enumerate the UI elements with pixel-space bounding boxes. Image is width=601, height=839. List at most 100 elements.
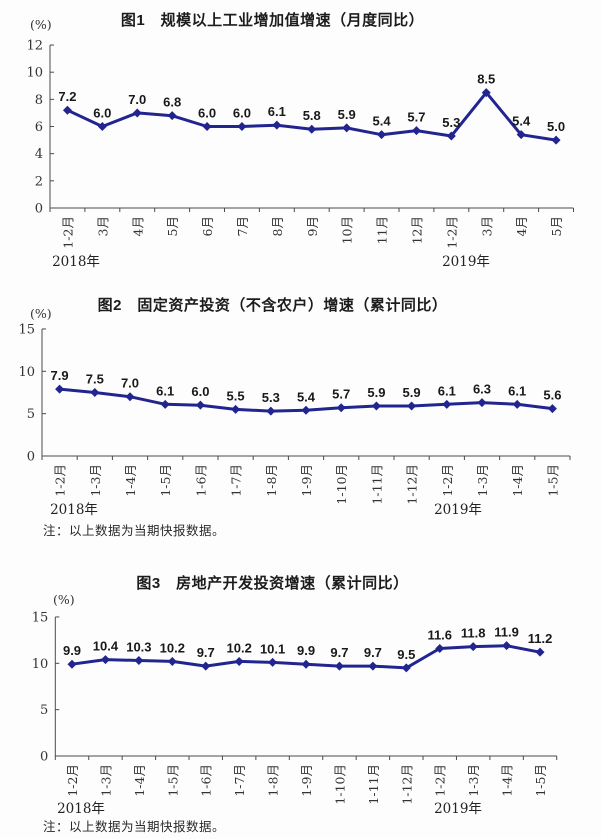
x-category-label: 3月 — [479, 216, 494, 236]
data-point-value-label: 7.0 — [128, 92, 146, 107]
data-point-value-label: 5.8 — [303, 108, 321, 123]
y-tick-label: 6 — [35, 120, 43, 135]
chart3-note: 注：以上数据为当期快报数据。 — [43, 819, 226, 834]
x-category-label: 1-7月 — [229, 464, 244, 497]
y-tick-label: 5 — [27, 407, 35, 422]
data-point-marker — [377, 130, 387, 140]
chart2-plot-area: 0 5 10 15 1-2月 1-3月 1-4月 1-5月 1-6月 1-7月 1-8月 1-9月 1-… — [18, 322, 571, 518]
data-point-value-label: 11.9 — [494, 625, 519, 640]
data-point-value-label: 5.0 — [547, 119, 565, 134]
data-point-value-label: 10.3 — [126, 640, 151, 655]
data-point-marker — [468, 642, 478, 652]
data-point-value-label: 5.9 — [403, 385, 421, 400]
data-point-marker — [268, 657, 278, 667]
y-tick-label: 0 — [40, 750, 48, 765]
data-point-value-label: 5.7 — [407, 110, 425, 125]
data-point-marker — [237, 122, 247, 132]
x-category-label: 1-11月 — [369, 464, 384, 505]
data-point-value-label: 7.2 — [58, 89, 76, 104]
chart3-unit-label: (%) — [53, 592, 75, 607]
x-category-label: 1-3月 — [475, 464, 490, 497]
chart2-unit-label: (%) — [30, 306, 52, 321]
data-point-value-label: 5.3 — [262, 390, 280, 405]
data-point-marker — [307, 124, 317, 134]
data-point-marker — [167, 656, 177, 666]
data-point-marker — [535, 647, 545, 657]
x-category-label: 9月 — [305, 216, 320, 236]
data-point-marker — [132, 108, 142, 118]
data-point-marker — [477, 398, 487, 408]
x-category-label: 1-12月 — [405, 464, 420, 505]
x-category-label: 1-3月 — [466, 764, 481, 797]
data-point-marker — [551, 135, 561, 145]
data-point-value-label: 6.1 — [508, 383, 526, 398]
data-point-marker — [334, 661, 344, 671]
x-category-label: 1-9月 — [299, 764, 314, 797]
data-point-value-label: 6.8 — [163, 95, 181, 110]
data-point-value-label: 5.9 — [367, 385, 385, 400]
year-label: 2019年 — [434, 502, 482, 518]
x-category-label: 1-6月 — [193, 464, 208, 497]
y-tick-label: 10 — [32, 657, 49, 672]
data-point-value-label: 9.7 — [197, 645, 215, 660]
data-point-value-label: 11.6 — [427, 627, 452, 642]
data-point-marker — [272, 120, 282, 130]
x-category-label: 1-10月 — [332, 764, 347, 805]
data-point-value-label: 7.0 — [121, 376, 139, 391]
x-category-label: 1-12月 — [399, 764, 414, 805]
data-point-marker — [62, 105, 72, 115]
y-tick-label: 15 — [18, 322, 35, 337]
x-category-label: 1-2月 — [444, 216, 459, 249]
data-point-marker — [55, 384, 65, 394]
y-tick-label: 15 — [32, 610, 49, 625]
x-category-label: 1-2月 — [53, 464, 68, 497]
data-point-value-label: 6.1 — [438, 383, 456, 398]
data-point-value-label: 9.5 — [397, 647, 415, 662]
data-point-value-label: 5.4 — [512, 114, 531, 129]
data-point-marker — [371, 401, 381, 411]
data-point-marker — [442, 399, 452, 409]
data-point-marker — [301, 659, 311, 669]
x-category-label: 5月 — [165, 216, 180, 236]
data-point-marker — [100, 655, 110, 665]
x-category-label: 6月 — [200, 216, 215, 236]
data-point-marker — [97, 122, 107, 132]
data-point-value-label: 11.8 — [461, 626, 486, 641]
data-point-value-label: 5.4 — [373, 114, 392, 129]
data-point-marker — [202, 122, 212, 132]
year-label: 2018年 — [50, 502, 98, 518]
x-category-label: 1-5月 — [545, 464, 560, 497]
data-point-value-label: 5.6 — [543, 388, 561, 403]
y-tick-label: 5 — [40, 703, 48, 718]
data-point-marker — [201, 661, 211, 671]
data-point-marker — [125, 392, 135, 402]
data-point-value-label: 6.0 — [191, 384, 209, 399]
data-point-value-label: 5.3 — [442, 115, 460, 130]
data-point-value-label: 5.9 — [338, 107, 356, 122]
data-point-value-label: 9.9 — [297, 643, 315, 658]
data-point-marker — [195, 400, 205, 410]
x-category-label: 1-3月 — [88, 464, 103, 497]
x-category-label: 1-8月 — [264, 464, 279, 497]
chart1-title: 图1 规模以上工业增加值增速（月度同比） — [120, 12, 425, 29]
y-tick-label: 12 — [26, 39, 43, 54]
x-category-label: 10月 — [340, 216, 355, 244]
data-point-value-label: 9.9 — [63, 643, 81, 658]
chart2-title: 图2 固定资产投资（不含农户）增速（累计同比） — [97, 297, 448, 314]
year-label: 2019年 — [442, 254, 490, 270]
data-point-marker — [266, 406, 276, 416]
data-point-marker — [368, 661, 378, 671]
data-point-marker — [67, 659, 77, 669]
chart3-title: 图3 房地产开发投资增速（累计同比） — [136, 575, 409, 592]
data-point-value-label: 10.2 — [227, 640, 252, 655]
chart2-note: 注：以上数据为当期快报数据。 — [43, 523, 226, 538]
x-category-label: 7月 — [235, 216, 250, 236]
chart1-plot-area: 0 2 4 6 8 10 12 1-2月 3月 4月 5月 6月 7月 8月 9月 10月 11月 12月 1-2月… — [26, 39, 574, 270]
data-point-marker — [342, 123, 352, 133]
y-tick-label: 8 — [35, 93, 43, 108]
data-point-marker — [401, 663, 411, 673]
y-tick-label: 4 — [35, 147, 43, 162]
data-point-value-label: 5.7 — [332, 387, 350, 402]
data-point-marker — [336, 403, 346, 413]
